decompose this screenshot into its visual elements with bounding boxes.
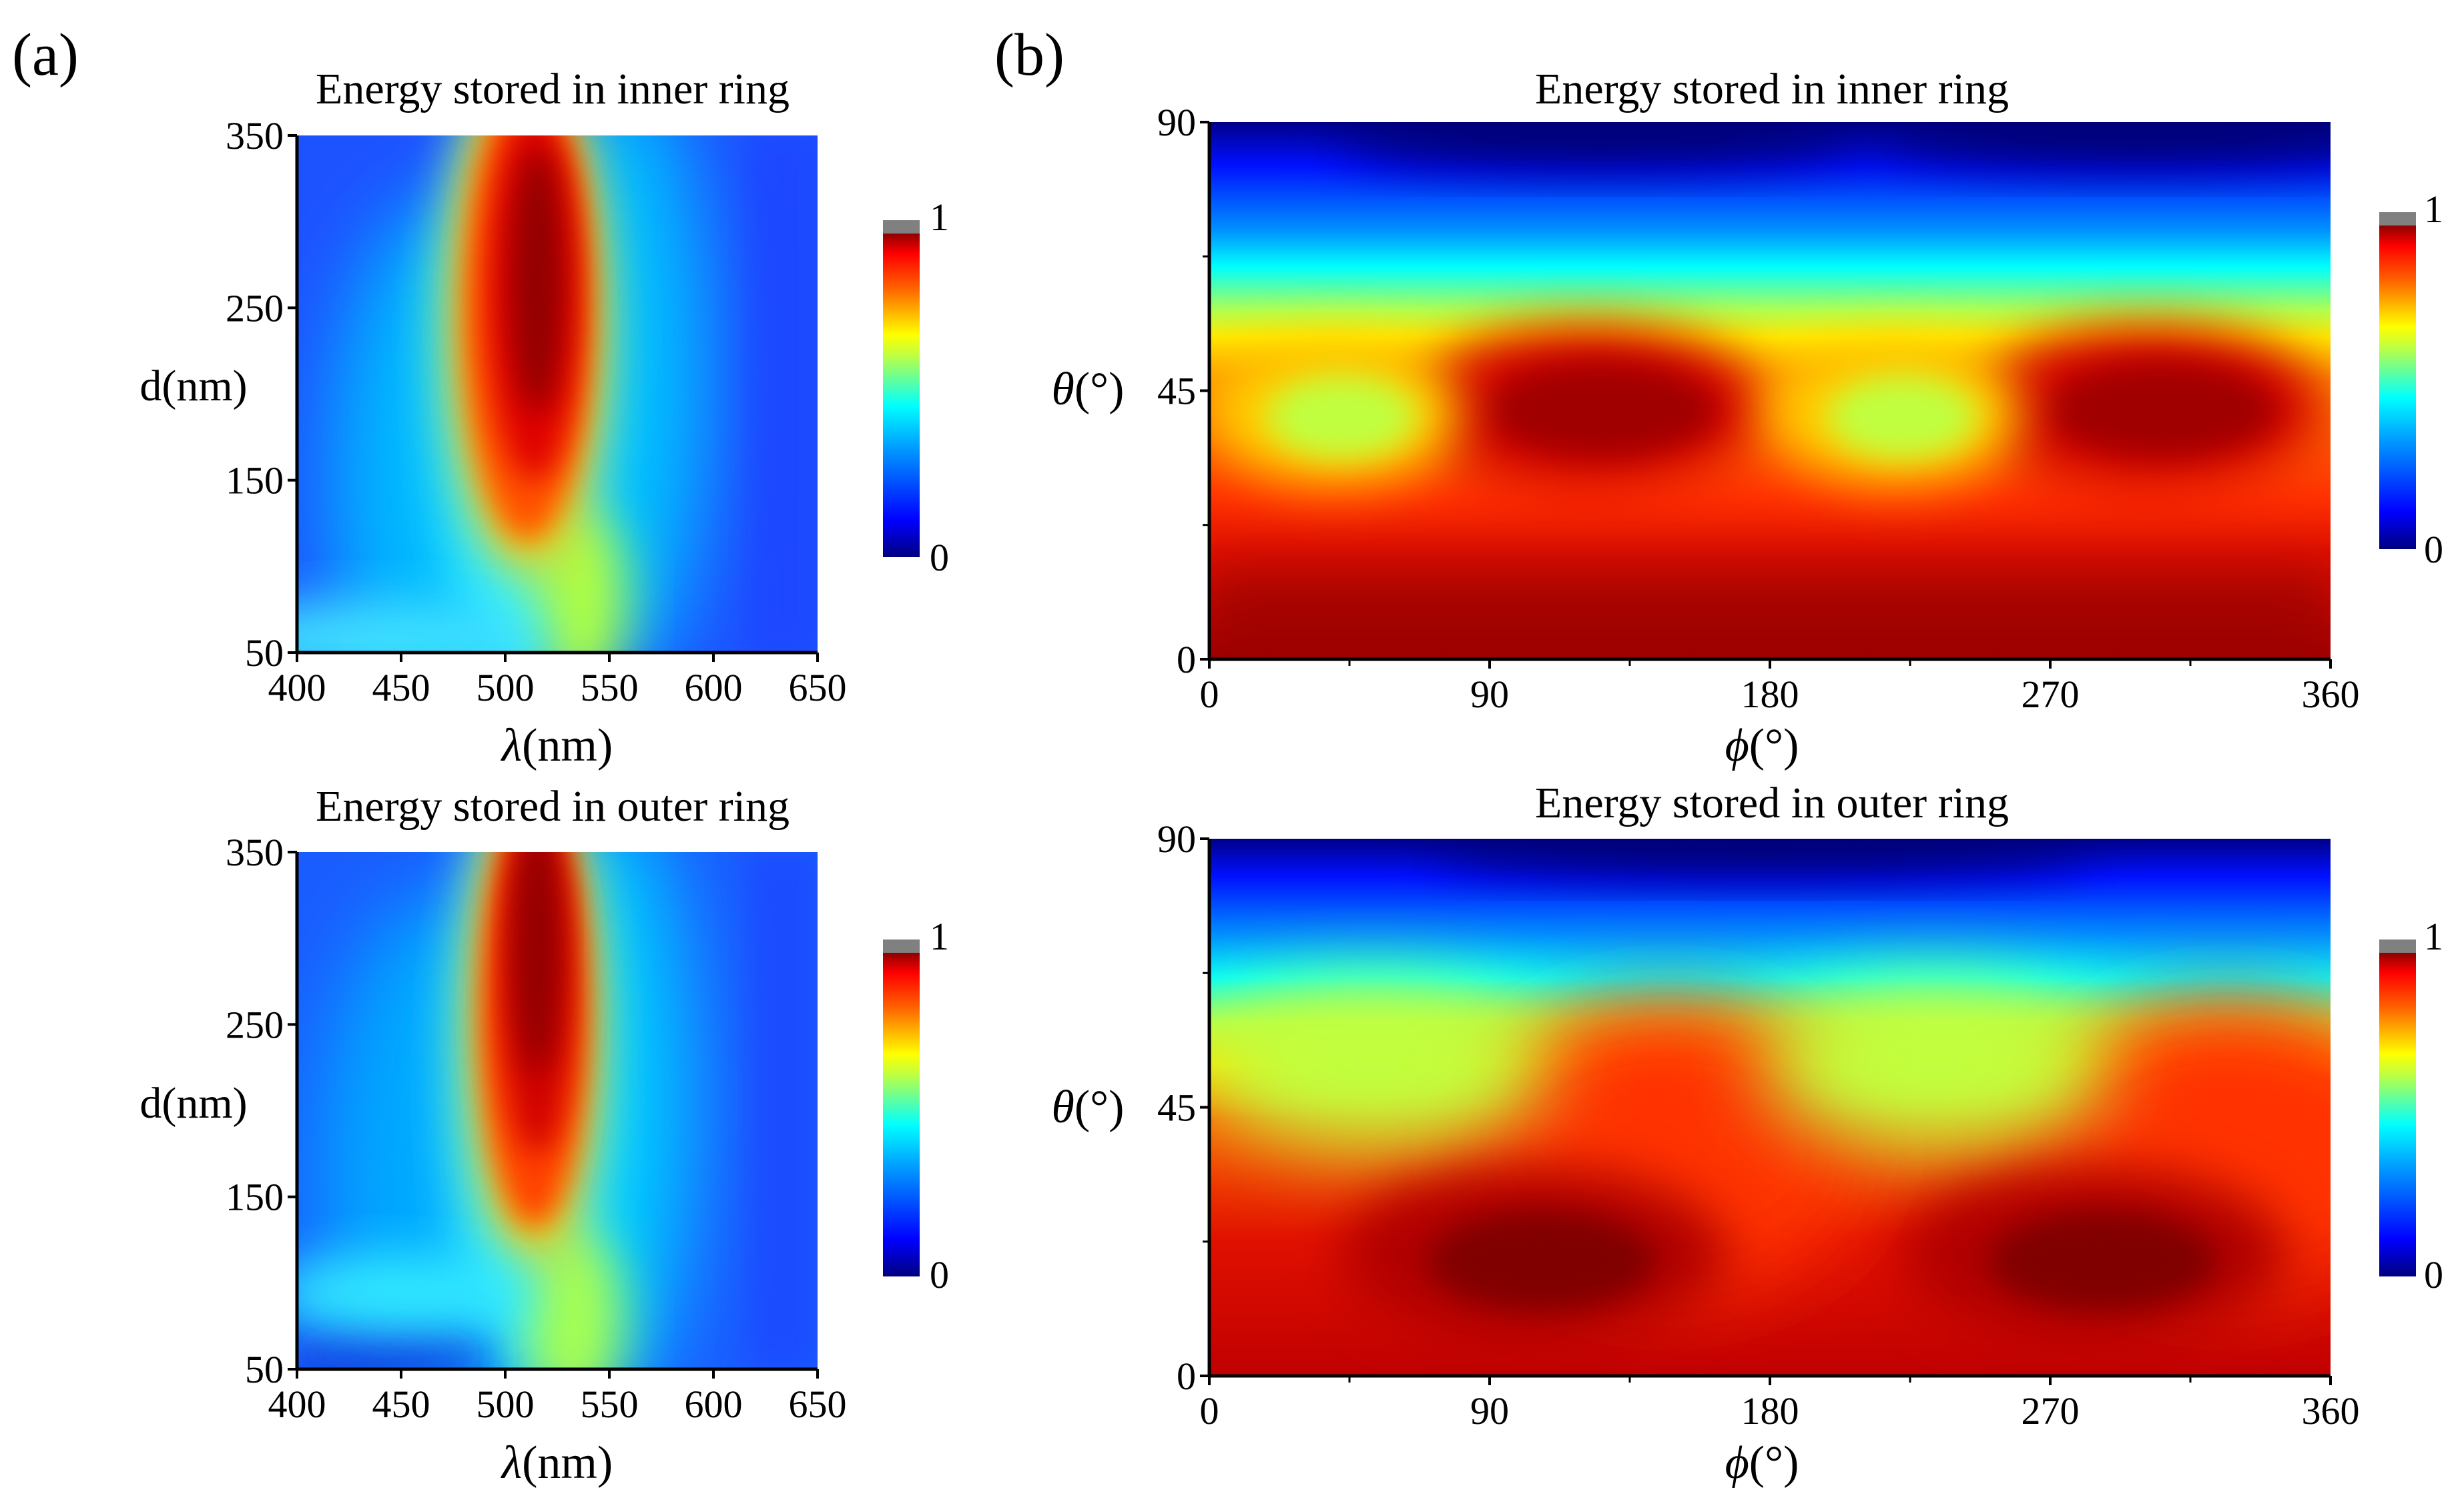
chart-a-top-xlabel-unit: (nm) [522,720,613,771]
x-tick-label: 600 [685,666,743,709]
chart-b-bottom-xlabel: ϕ(°) [1725,1437,1799,1489]
chart-a-bottom: Energy stored in outer ring 400 450 500 550… [139,782,949,1489]
y-tick-label: 0 [1177,638,1196,681]
panel-label-a: (a) [12,22,79,88]
chart-b-bottom-xlabel-unit: (°) [1749,1437,1799,1489]
chart-b-bottom-ylabel: θ(°) [1051,1082,1124,1133]
chart-b-bottom: Energy stored in outer ring 0 90 180 270 360… [1051,779,2443,1489]
chart-b-bottom-ylabel-symbol: θ [1051,1082,1074,1133]
x-tick-label: 550 [581,666,639,709]
x-tick-label: 450 [372,666,430,709]
x-tick-label: 360 [2302,1389,2360,1433]
colorbar-min-label: 0 [2424,1253,2443,1296]
chart-a-bottom-heatmap [297,852,818,1369]
x-tick-label: 550 [581,1383,639,1426]
panel-label-b: (b) [994,22,1064,88]
chart-a-top-colorbar: 1 0 [883,196,949,579]
y-tick-label: 90 [1157,817,1196,861]
y-tick-label: 50 [245,631,284,675]
x-tick-label: 270 [2022,673,2080,716]
chart-b-top: Energy stored in inner ring 0 90 180 270 360… [1051,65,2443,771]
chart-b-top-heatmap [1209,122,2331,659]
chart-a-top-ylabel: d(nm) [139,362,247,410]
x-tick-label: 270 [2022,1389,2080,1433]
colorbar-max-label: 1 [930,196,949,239]
colorbar-max-label: 1 [2424,187,2443,231]
chart-a-bottom-ylabel: d(nm) [139,1079,247,1128]
colorbar-min-label: 0 [930,1253,949,1296]
chart-a-top-heatmap [297,135,818,653]
chart-b-bottom-xlabel-symbol: ϕ [1725,1437,1749,1489]
x-tick-label: 180 [1741,1389,1799,1433]
y-tick-label: 90 [1157,101,1196,144]
chart-b-top-title: Energy stored in inner ring [1535,65,2009,113]
chart-a-bottom-axes: 400 450 500 550 600 650 50 150 250 350 [226,831,847,1426]
chart-b-top-colorbar: 1 0 [2379,187,2443,571]
chart-b-top-ylabel-symbol: θ [1051,364,1074,415]
y-tick-label: 45 [1157,1086,1196,1130]
x-tick-label: 650 [789,666,847,709]
x-tick-label: 600 [685,1383,743,1426]
y-tick-label: 350 [226,831,284,874]
y-tick-label: 150 [226,459,284,502]
colorbar-max-label: 1 [2424,915,2443,958]
x-tick-label: 500 [477,1383,535,1426]
chart-a-bottom-xlabel-unit: (nm) [522,1437,613,1489]
chart-b-bottom-heatmap [1209,839,2331,1376]
x-tick-label: 400 [268,666,326,709]
chart-a-bottom-colorbar: 1 0 [883,915,949,1296]
y-tick-label: 250 [226,286,284,330]
y-tick-label: 250 [226,1003,284,1046]
chart-b-top-xlabel-symbol: ϕ [1725,720,1749,771]
chart-b-top-xlabel: ϕ(°) [1725,720,1799,771]
chart-b-top-axes: 0 90 180 270 360 0 45 90 [1157,101,2360,716]
chart-b-bottom-colorbar: 1 0 [2379,915,2443,1296]
chart-b-bottom-axes: 0 90 180 270 360 0 45 90 [1157,817,2360,1433]
colorbar-max-label: 1 [930,915,949,958]
chart-a-top: Energy stored in inner ring 400 450 500 550… [139,65,949,771]
chart-a-bottom-xlabel: λ(nm) [501,1437,613,1489]
x-tick-label: 180 [1741,673,1799,716]
y-tick-label: 0 [1177,1355,1196,1398]
chart-a-top-title: Energy stored in inner ring [316,65,790,113]
chart-a-top-xlabel: λ(nm) [501,720,613,771]
x-tick-label: 400 [268,1383,326,1426]
x-tick-label: 450 [372,1383,430,1426]
chart-a-bottom-xlabel-symbol: λ [501,1437,522,1489]
x-tick-label: 360 [2302,673,2360,716]
chart-b-top-ylabel-unit: (°) [1075,364,1125,415]
chart-b-top-ylabel: θ(°) [1051,364,1124,415]
y-tick-label: 45 [1157,370,1196,413]
chart-a-bottom-title: Energy stored in outer ring [316,782,790,831]
x-tick-label: 500 [477,666,535,709]
colorbar-min-label: 0 [2424,528,2443,571]
chart-a-top-axes: 400 450 500 550 600 650 50 150 250 350 [226,114,847,709]
y-tick-label: 150 [226,1176,284,1219]
colorbar-min-label: 0 [930,536,949,579]
x-tick-label: 0 [1200,673,1219,716]
chart-b-bottom-title: Energy stored in outer ring [1535,779,2009,827]
x-tick-label: 0 [1200,1389,1219,1433]
chart-b-top-xlabel-unit: (°) [1749,720,1799,771]
chart-b-bottom-ylabel-unit: (°) [1075,1082,1125,1133]
x-tick-label: 90 [1470,1389,1509,1433]
x-tick-label: 650 [789,1383,847,1426]
x-tick-label: 90 [1470,673,1509,716]
chart-a-top-xlabel-symbol: λ [501,720,522,771]
y-tick-label: 50 [245,1348,284,1391]
y-tick-label: 350 [226,114,284,157]
